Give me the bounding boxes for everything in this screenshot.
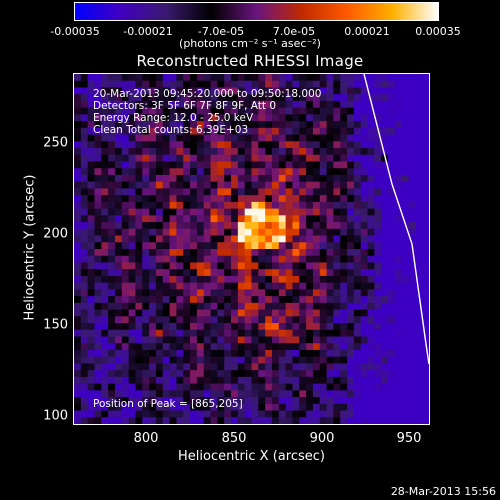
info-time-range: 20-Mar-2013 09:45:20.000 to 09:50:18.000 [93, 88, 322, 100]
x-axis-label: Heliocentric X (arcsec) [178, 449, 325, 464]
plot-timestamp: 28-Mar-2013 15:56 [390, 485, 496, 498]
x-tick-label: 900 [309, 431, 335, 446]
x-tick-label: 850 [221, 431, 247, 446]
heatmap [74, 74, 429, 424]
colorbar-units: (photons cm⁻² s⁻¹ asec⁻²) [179, 37, 321, 50]
y-tick-label: 100 [43, 408, 68, 424]
y-tick-label: 200 [43, 226, 68, 242]
y-axis-label: Heliocentric Y (arcsec) [22, 174, 38, 321]
y-tick-label: 250 [43, 135, 68, 151]
x-tick-label: 800 [133, 431, 159, 446]
info-detectors: Detectors: 3F 5F 6F 7F 8F 9F, Att 0 [93, 100, 277, 112]
colorbar-tick: -0.00035 [50, 25, 100, 38]
colorbar-tick: 0.00021 [344, 25, 390, 38]
info-energy-range: Energy Range: 12.0 - 25.0 keV [93, 112, 254, 124]
colorbar-tick: 0.00035 [415, 25, 461, 38]
colorbar [74, 2, 439, 21]
solar-limb-line [363, 74, 429, 365]
info-peak-position: Position of Peak = [865,205] [93, 398, 243, 410]
info-clean-counts: Clean Total counts: 6.39E+03 [93, 124, 249, 136]
y-tick-label: 150 [43, 317, 68, 333]
image-title: Reconstructed RHESSI Image [136, 52, 364, 70]
colorbar-tick: -0.00021 [123, 25, 173, 38]
colorbar-tick: 7.0e-05 [272, 25, 316, 38]
colorbar-tick: -7.0e-05 [197, 25, 245, 38]
image-plot [73, 73, 430, 425]
x-tick-label: 950 [396, 431, 422, 446]
